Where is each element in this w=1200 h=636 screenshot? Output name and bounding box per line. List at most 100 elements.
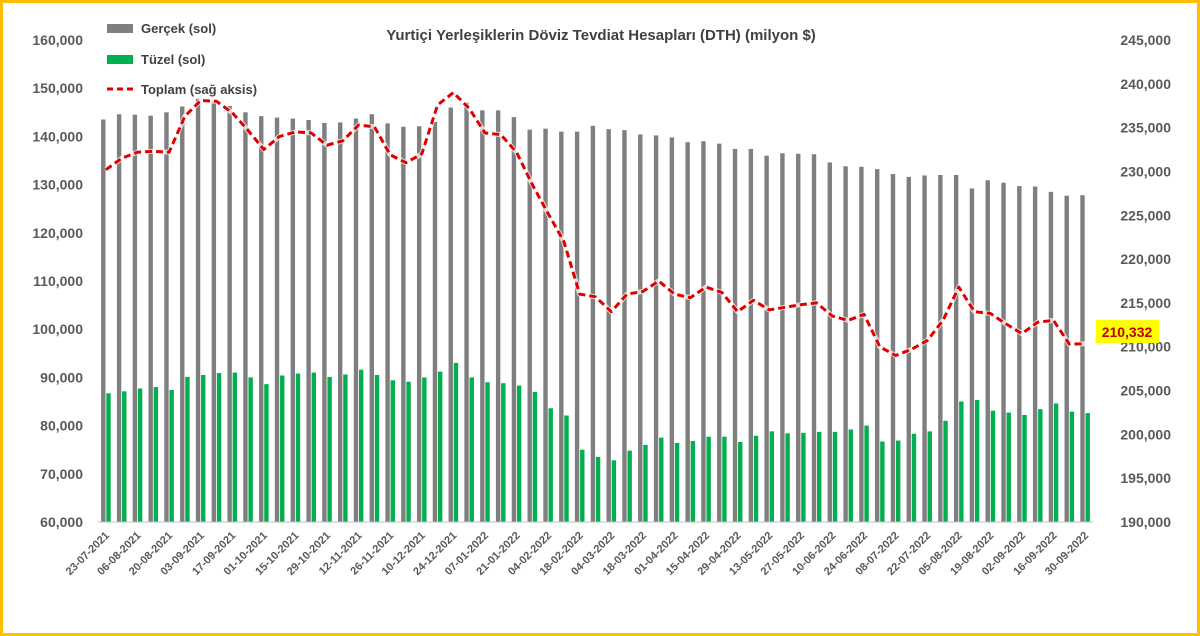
y-right-tick-label: 215,000 <box>1120 295 1171 311</box>
bar-tuzel <box>327 376 332 522</box>
bar-gercek <box>859 166 864 523</box>
y-right-tick-label: 200,000 <box>1120 426 1171 442</box>
bar-tuzel <box>390 380 395 522</box>
bar-tuzel <box>358 369 364 522</box>
bar-gercek <box>938 174 943 522</box>
bar-gercek <box>701 141 706 522</box>
bar-tuzel <box>690 441 696 522</box>
bar-gercek <box>1080 195 1085 523</box>
bar-tuzel <box>706 436 711 522</box>
bar-tuzel <box>785 433 790 522</box>
bar-tuzel <box>216 373 222 522</box>
y-left-tick-label: 140,000 <box>32 128 83 144</box>
bar-tuzel <box>548 408 553 522</box>
bar-gercek <box>717 143 722 522</box>
bar-gercek <box>748 148 754 522</box>
y-left-tick-label: 90,000 <box>40 369 83 385</box>
bar-gercek <box>780 153 785 522</box>
bar-tuzel <box>674 442 680 522</box>
bar-gercek <box>985 180 990 522</box>
bar-gercek <box>969 188 975 522</box>
bar-tuzel <box>927 431 932 522</box>
bar-tuzel <box>895 440 901 522</box>
y-left-tick-label: 110,000 <box>33 273 83 289</box>
legend-swatch-tuzel <box>107 55 133 64</box>
bar-gercek <box>843 166 848 522</box>
bar-tuzel <box>801 432 806 522</box>
bar-tuzel <box>311 372 317 522</box>
y-right-tick-label: 225,000 <box>1120 207 1171 223</box>
legend-label-toplam: Toplam (sağ aksis) <box>141 82 257 97</box>
callout-box <box>1096 320 1159 343</box>
bar-tuzel <box>185 376 190 522</box>
bar-gercek <box>922 175 927 522</box>
y-left-tick-label: 150,000 <box>32 80 83 96</box>
bar-gercek <box>164 112 169 523</box>
bar-gercek <box>606 129 611 523</box>
bar-tuzel <box>848 429 853 522</box>
dth-chart: Yurtiçi Yerleşiklerin Döviz Tevdiat Hesa… <box>32 21 1171 578</box>
bar-tuzel <box>595 456 601 522</box>
bar-gercek <box>180 106 185 523</box>
bar-gercek <box>764 155 769 522</box>
legend-swatch-gercek <box>107 24 133 33</box>
bar-gercek <box>322 122 327 523</box>
bar-gercek <box>448 107 453 522</box>
bar-gercek <box>527 129 532 522</box>
legend-label-gercek: Gerçek (sol) <box>141 21 216 36</box>
bar-tuzel <box>501 383 506 522</box>
bar-tuzel <box>1069 411 1075 522</box>
bar-gercek <box>338 122 343 522</box>
y-right-tick-label: 220,000 <box>1120 251 1171 267</box>
bar-tuzel <box>959 401 964 522</box>
bar-tuzel <box>437 371 443 522</box>
bar-gercek <box>1001 182 1006 522</box>
bar-tuzel <box>106 393 111 522</box>
bar-gercek <box>1017 186 1022 522</box>
bar-tuzel <box>485 382 490 522</box>
bar-gercek <box>653 135 659 522</box>
bar-tuzel <box>406 381 411 522</box>
bar-gercek <box>732 148 738 522</box>
bar-tuzel <box>643 444 648 522</box>
y-axis-right: 190,000195,000200,000205,000210,000215,0… <box>1120 32 1171 530</box>
chart-title: Yurtiçi Yerleşiklerin Döviz Tevdiat Hesa… <box>386 27 816 44</box>
bar-gercek <box>416 126 422 522</box>
bar-tuzel <box>516 385 522 522</box>
bar-tuzel <box>343 374 348 522</box>
y-left-tick-label: 80,000 <box>40 418 83 434</box>
line-series <box>104 90 1086 358</box>
bar-tuzel <box>532 391 538 522</box>
bar-gercek <box>195 98 201 522</box>
bar-gercek <box>243 112 248 523</box>
bar-gercek <box>227 106 232 522</box>
bar-tuzel <box>864 425 869 522</box>
bar-gercek <box>495 110 501 522</box>
bar-tuzel <box>469 377 474 522</box>
y-right-tick-label: 195,000 <box>1120 470 1171 486</box>
bar-tuzel <box>738 441 743 522</box>
bar-gercek <box>385 123 390 523</box>
bar-gercek <box>590 125 596 523</box>
bar-tuzel <box>122 391 127 522</box>
bar-tuzel <box>990 410 996 522</box>
bar-gercek <box>890 173 896 522</box>
bar-tuzel <box>1085 413 1090 522</box>
bar-gercek <box>796 153 801 522</box>
y-left-tick-label: 70,000 <box>40 466 83 482</box>
y-right-tick-label: 205,000 <box>1120 383 1171 399</box>
bar-gercek <box>1048 191 1054 522</box>
bar-tuzel <box>280 375 285 522</box>
y-right-tick-label: 235,000 <box>1120 120 1171 136</box>
bar-gercek <box>101 119 106 522</box>
x-axis: 23-07-202106-08-202120-08-202103-09-2021… <box>64 530 1091 578</box>
y-right-tick-label: 230,000 <box>1120 163 1171 179</box>
bar-tuzel <box>422 377 427 522</box>
bar-gercek <box>811 154 817 522</box>
bar-tuzel <box>1006 412 1011 522</box>
bar-gercek <box>543 128 548 523</box>
callout-value: 210,332 <box>1102 324 1153 340</box>
bar-gercek <box>353 118 359 522</box>
bar-gercek <box>669 137 675 522</box>
